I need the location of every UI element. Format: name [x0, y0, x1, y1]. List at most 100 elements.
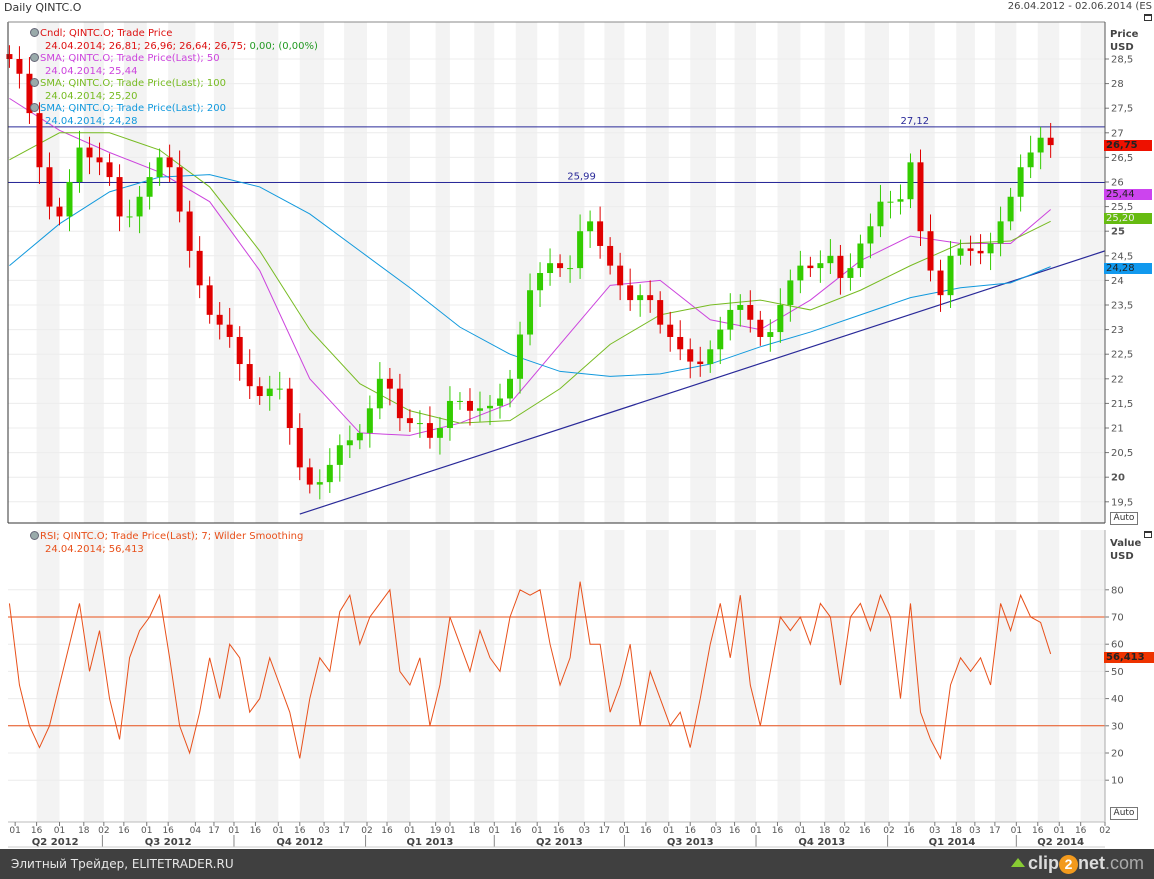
- price-tick-label: 28: [1111, 79, 1124, 90]
- x-tick-label: 18: [469, 826, 481, 836]
- candle-down: [26, 73, 33, 114]
- candle-up: [897, 199, 904, 202]
- stripe: [515, 530, 538, 822]
- stripe: [734, 530, 757, 822]
- legend-rsi-title: RSI; QINTC.O; Trade Price(Last); 7; Wild…: [40, 531, 304, 542]
- level-label: 27,12: [900, 116, 929, 127]
- candle-up: [266, 388, 273, 397]
- price-axis-header: Price USD: [1110, 28, 1138, 54]
- rsi-line: [8, 581, 1052, 761]
- stripe: [36, 530, 60, 822]
- candle-up: [1007, 196, 1014, 222]
- x-tick-label: 16: [510, 826, 522, 836]
- candle-down: [977, 250, 984, 254]
- x-tick-label: 01: [141, 826, 152, 836]
- sma100-badge: 25,20: [1104, 213, 1152, 224]
- stripe: [168, 22, 196, 523]
- x-tick-label: 01: [1011, 826, 1022, 836]
- price-auto-scale-button[interactable]: Auto: [1110, 512, 1138, 525]
- rsi-badge: 56,413: [1104, 652, 1154, 663]
- date-range: 26.04.2012 - 02.06.2014 (ES: [1007, 1, 1152, 12]
- candle-down: [757, 319, 764, 337]
- x-tick-label: 17: [599, 826, 610, 836]
- stripe: [123, 530, 147, 822]
- candle-down: [747, 305, 754, 320]
- stripe: [1080, 530, 1105, 822]
- candle-down: [967, 248, 974, 251]
- candle-down: [286, 388, 293, 428]
- rsi-tick-label: 60: [1111, 640, 1124, 651]
- x-tick-label: 01: [531, 826, 542, 836]
- legend-sma200-title: SMA; QINTC.O; Trade Price(Last); 200: [40, 103, 226, 114]
- stripe: [956, 530, 975, 822]
- legend-sma200-value: 24.04.2014; 24,28: [45, 115, 138, 127]
- candle-up: [76, 147, 83, 182]
- candle-down: [96, 157, 103, 163]
- clock-icon[interactable]: [30, 103, 39, 112]
- candle-down: [306, 467, 313, 485]
- price-legend: Cndl; QINTC.O; Trade Price 24.04.2014; 2…: [30, 28, 318, 128]
- collapse-rsi-pane-icon[interactable]: [1144, 531, 1152, 538]
- collapse-pane-icon[interactable]: [1144, 14, 1152, 21]
- stripe: [864, 530, 890, 822]
- stripe: [645, 22, 669, 523]
- candle-up: [637, 295, 644, 301]
- stripe: [645, 530, 669, 822]
- candle-down: [236, 336, 243, 365]
- candle-down: [176, 167, 183, 212]
- candle-down: [46, 167, 53, 207]
- quarter-label: Q3 2013: [667, 837, 714, 848]
- x-tick-label: 18: [78, 826, 90, 836]
- candle-up: [567, 268, 574, 270]
- candle-up: [767, 332, 774, 337]
- candle-up: [316, 482, 323, 485]
- candle-down: [697, 361, 704, 365]
- rsi-tick-label: 50: [1111, 667, 1124, 678]
- background-stripes: [36, 22, 1105, 822]
- candle-down: [406, 418, 413, 424]
- candle-up: [326, 464, 333, 483]
- legend-candle-title: Cndl; QINTC.O; Trade Price: [40, 28, 173, 39]
- stripe: [435, 22, 450, 523]
- candle-down: [667, 324, 674, 337]
- candle-up: [857, 243, 864, 269]
- price-tick-label: 26: [1111, 178, 1124, 189]
- clock-icon[interactable]: [30, 28, 39, 37]
- x-tick-label: 16: [553, 826, 565, 836]
- candle-up: [486, 405, 493, 409]
- quarter-label: Q1 2013: [407, 837, 454, 848]
- candle-up: [376, 378, 383, 409]
- price-tick-label: 25,5: [1111, 202, 1133, 213]
- clock-icon[interactable]: [30, 531, 39, 540]
- candle-down: [166, 157, 173, 168]
- price-tick-label: 21,5: [1111, 399, 1133, 410]
- candle-up: [827, 255, 834, 264]
- stripe: [435, 530, 450, 822]
- candle-up: [987, 243, 994, 254]
- x-tick-label: 03: [929, 826, 940, 836]
- x-tick-label: 16: [729, 826, 741, 836]
- legend-rsi-value: 24.04.2014; 56,413: [45, 543, 144, 555]
- sma50-line: [9, 97, 1051, 436]
- candle-down: [617, 265, 624, 286]
- candle-up: [507, 378, 514, 399]
- stripe: [474, 530, 495, 822]
- stripe: [387, 530, 410, 822]
- stripe: [1037, 530, 1060, 822]
- candle-up: [146, 177, 153, 197]
- stripe: [604, 22, 625, 523]
- support-trendline: [299, 250, 1106, 515]
- clock-icon[interactable]: [30, 53, 39, 62]
- quarter-label: Q4 2012: [276, 837, 323, 848]
- x-tick-label: 16: [294, 826, 306, 836]
- candle-up: [997, 221, 1004, 244]
- clock-icon[interactable]: [30, 78, 39, 87]
- candle-up: [877, 201, 884, 227]
- rsi-auto-scale-button[interactable]: Auto: [1110, 807, 1138, 820]
- candle-up: [416, 423, 423, 425]
- candle-up: [276, 388, 283, 390]
- clip2net-logo: clip 2 net.com: [1010, 853, 1144, 874]
- level-label: 25,99: [567, 171, 596, 182]
- stripe: [213, 22, 234, 523]
- upload-arrow-icon: [1010, 858, 1025, 867]
